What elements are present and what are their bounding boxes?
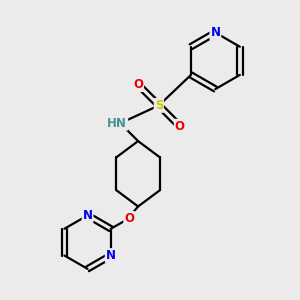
Text: O: O [175,120,185,133]
Text: HN: HN [107,117,127,130]
Text: N: N [210,26,220,39]
Text: O: O [124,212,134,225]
Text: S: S [155,99,163,112]
Text: N: N [82,209,93,222]
Text: N: N [106,249,116,262]
Text: O: O [133,78,143,91]
